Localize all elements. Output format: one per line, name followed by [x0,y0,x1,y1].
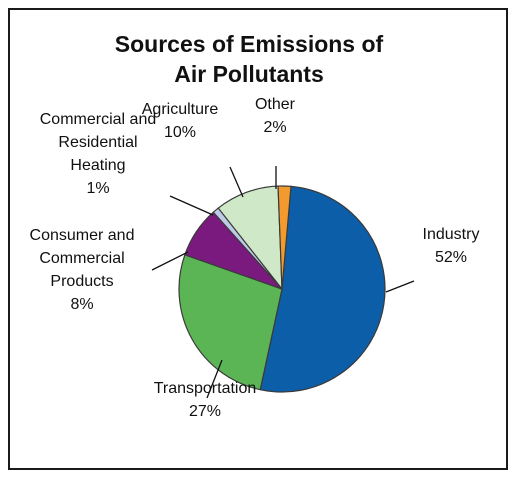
slice-value-label-consumer-and: 8% [70,296,93,313]
slice-name-label-consumer-and: Commercial [39,250,124,267]
slice-name-label-industry: Industry [423,226,480,243]
pie-slice-transportation [178,254,283,391]
leader-line-agriculture [229,166,244,198]
slice-name-label-commercial-and: Commercial and [40,111,156,128]
pie-slice-industry [259,185,386,393]
slice-name-label-other: Other [255,96,296,113]
chart-title-line-1: Sources of Emissions of [115,31,384,57]
leader-line-commercial-and [169,195,214,216]
slice-name-label-commercial-and: Heating [70,157,125,174]
slice-name-label-consumer-and: Consumer and [30,227,135,244]
slice-name-label-transportation: Transportation [154,380,257,397]
pie-slice-other [277,185,292,290]
slice-value-label-industry: 52% [435,249,467,266]
slice-value-label-commercial-and: 1% [86,180,109,197]
leader-line-transportation [206,359,223,399]
pie-slices [178,185,386,393]
leader-line-consumer-and [151,251,189,271]
slice-name-label-commercial-and: Residential [58,134,137,151]
leader-line-industry [385,280,415,293]
slice-value-label-agriculture: 10% [164,124,196,141]
slice-labels: Industry 52% Transportation 27% Consumer and… [30,96,480,420]
slice-name-label-consumer-and: Products [50,273,113,290]
leader-lines [151,166,415,399]
slice-name-label-agriculture: Agriculture [142,101,219,118]
chart-title-line-2: Air Pollutants [174,61,324,87]
slice-value-label-transportation: 27% [189,403,221,420]
slice-value-label-other: 2% [263,119,286,136]
